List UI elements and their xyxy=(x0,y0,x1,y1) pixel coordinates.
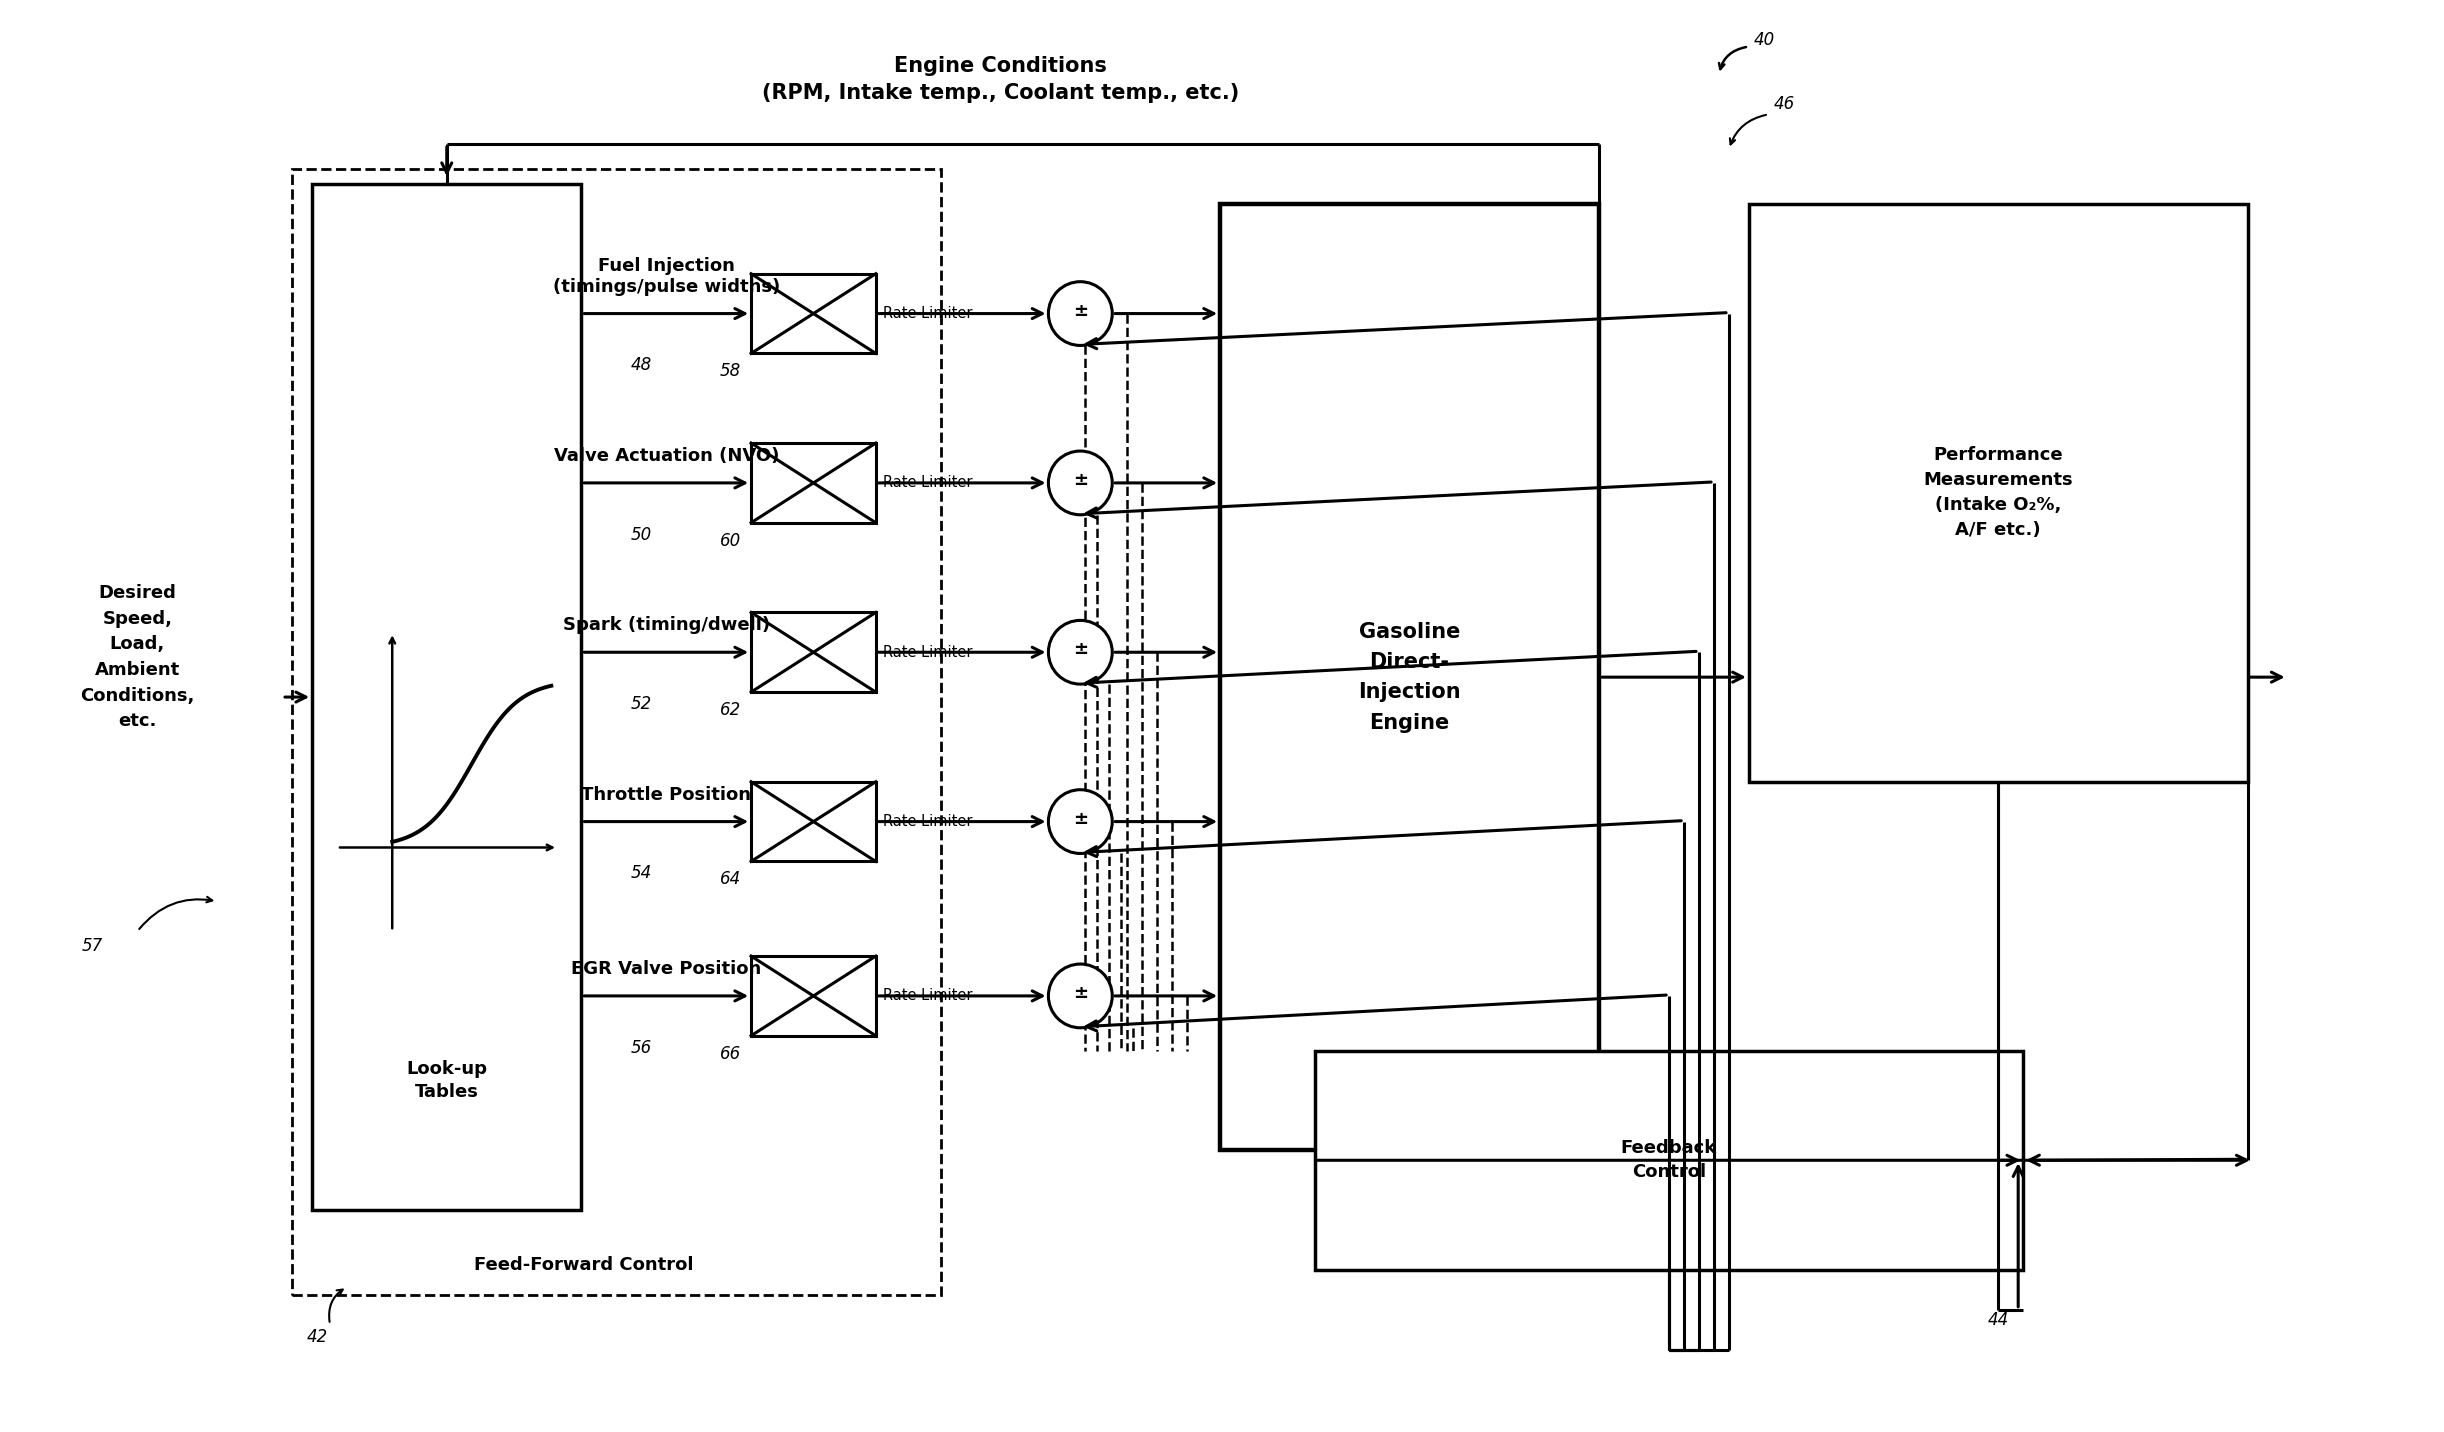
Bar xyxy=(750,613,875,692)
Text: Fuel Injection
(timings/pulse widths): Fuel Injection (timings/pulse widths) xyxy=(552,256,780,295)
Text: Rate Limiter: Rate Limiter xyxy=(882,306,973,321)
Bar xyxy=(750,957,875,1035)
Text: Valve Actuation (NVO): Valve Actuation (NVO) xyxy=(555,447,780,465)
Text: 57: 57 xyxy=(81,937,103,955)
Bar xyxy=(750,274,875,354)
Text: 40: 40 xyxy=(1755,30,1774,49)
Text: Gasoline
Direct-
Injection
Engine: Gasoline Direct- Injection Engine xyxy=(1359,621,1462,733)
Text: 56: 56 xyxy=(631,1038,653,1057)
Text: 54: 54 xyxy=(631,865,653,882)
Text: Rate Limiter: Rate Limiter xyxy=(882,813,973,829)
Text: 52: 52 xyxy=(631,695,653,713)
Text: 58: 58 xyxy=(721,362,741,381)
Text: ±: ± xyxy=(1073,302,1088,319)
Text: Rate Limiter: Rate Limiter xyxy=(882,644,973,660)
Text: Desired
Speed,
Load,
Ambient
Conditions,
etc.: Desired Speed, Load, Ambient Conditions,… xyxy=(81,584,196,730)
Text: Feedback
Control: Feedback Control xyxy=(1620,1140,1718,1181)
Bar xyxy=(750,782,875,862)
Text: 44: 44 xyxy=(1987,1310,2009,1329)
Circle shape xyxy=(1048,282,1112,345)
Text: ±: ± xyxy=(1073,471,1088,488)
Text: Rate Limiter: Rate Limiter xyxy=(882,475,973,490)
Text: 46: 46 xyxy=(1774,96,1794,113)
Text: ±: ± xyxy=(1073,640,1088,659)
Text: 64: 64 xyxy=(721,871,741,888)
Bar xyxy=(313,185,582,1210)
Circle shape xyxy=(1048,620,1112,684)
Text: Engine Conditions
(RPM, Intake temp., Coolant temp., etc.): Engine Conditions (RPM, Intake temp., Co… xyxy=(763,56,1239,103)
Bar xyxy=(750,442,875,523)
Text: ±: ± xyxy=(1073,984,1088,1002)
Bar xyxy=(1220,203,1598,1150)
Bar xyxy=(1750,203,2248,782)
Circle shape xyxy=(1048,964,1112,1028)
Text: Throttle Position: Throttle Position xyxy=(582,786,750,803)
Circle shape xyxy=(1048,789,1112,853)
Text: Performance
Measurements
(Intake O₂%,
A/F etc.): Performance Measurements (Intake O₂%, A/… xyxy=(1923,447,2073,540)
Text: 66: 66 xyxy=(721,1045,741,1063)
Bar xyxy=(1315,1051,2024,1270)
Text: ±: ± xyxy=(1073,809,1088,828)
Text: Spark (timing/dwell): Spark (timing/dwell) xyxy=(562,616,770,634)
Text: Feed-Forward Control: Feed-Forward Control xyxy=(474,1256,694,1274)
Text: EGR Valve Position: EGR Valve Position xyxy=(572,959,763,978)
Text: 48: 48 xyxy=(631,357,653,374)
Text: Look-up
Tables: Look-up Tables xyxy=(406,1060,486,1101)
Bar xyxy=(293,169,941,1295)
Text: 42: 42 xyxy=(308,1327,327,1346)
Text: 50: 50 xyxy=(631,526,653,544)
Text: Rate Limiter: Rate Limiter xyxy=(882,988,973,1004)
Circle shape xyxy=(1048,451,1112,514)
Text: 62: 62 xyxy=(721,702,741,719)
Text: 60: 60 xyxy=(721,531,741,550)
